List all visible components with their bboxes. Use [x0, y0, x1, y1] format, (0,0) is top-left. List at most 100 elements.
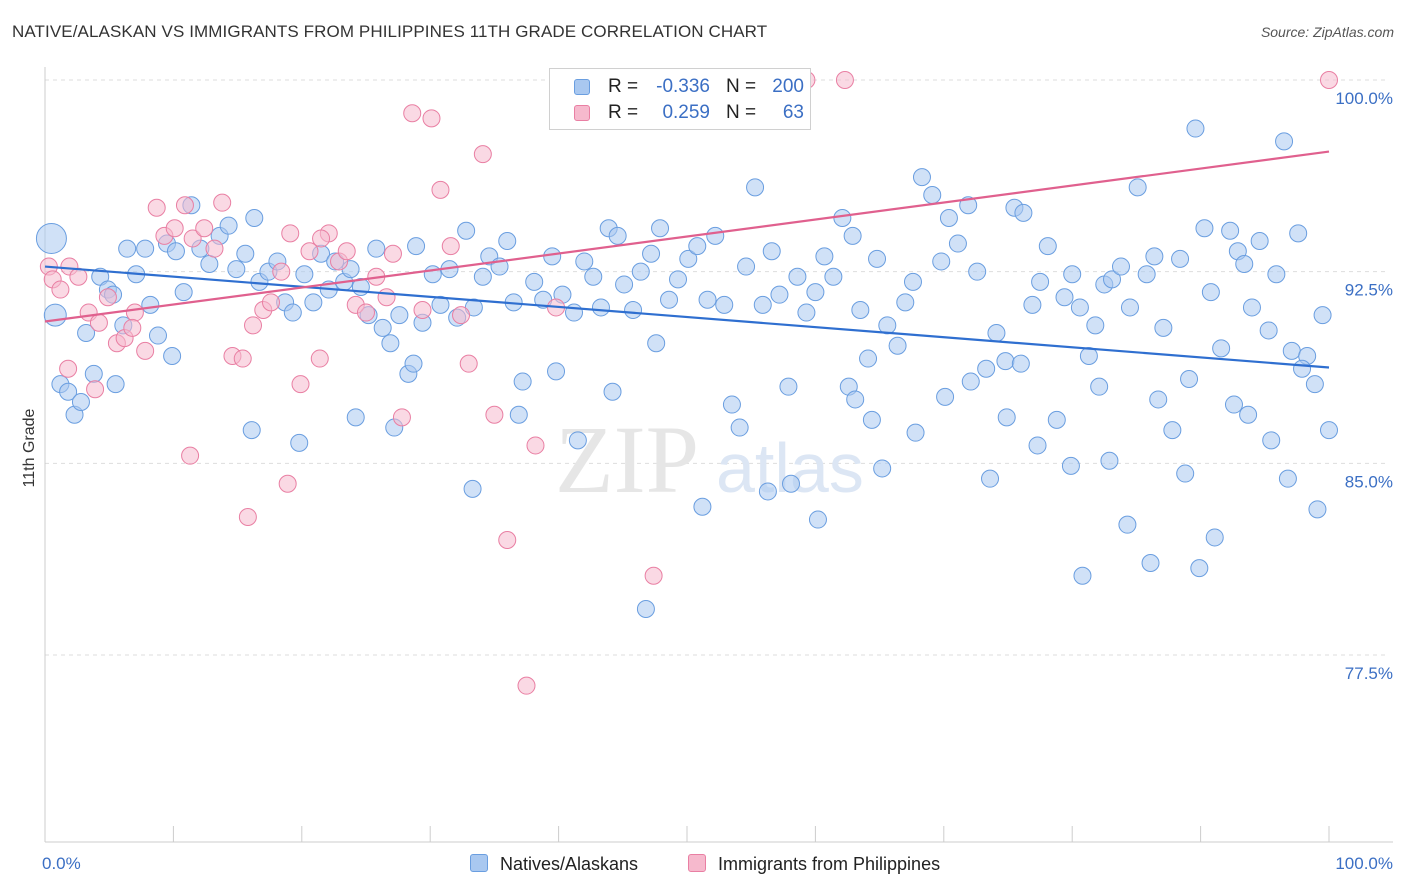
natives-point [1137, 265, 1156, 284]
natives-point [868, 249, 887, 268]
natives-point [498, 232, 517, 250]
natives-point [647, 334, 666, 353]
philippines-point [383, 244, 402, 263]
natives-point [236, 244, 255, 263]
y-tick-label: 92.5% [1345, 281, 1393, 300]
natives-point [730, 418, 749, 437]
natives-point [693, 497, 712, 516]
natives-point [431, 295, 450, 314]
points-layer [35, 71, 1338, 695]
philippines-point [136, 341, 155, 360]
natives-point [1305, 375, 1324, 394]
natives-point [1267, 265, 1286, 284]
natives-point [71, 393, 90, 411]
natives-point [166, 242, 185, 261]
natives-point [923, 186, 942, 204]
natives-point [987, 324, 1006, 342]
natives-point [200, 255, 219, 273]
natives-point [1180, 370, 1199, 388]
natives-point [873, 459, 892, 478]
natives-point [295, 265, 314, 284]
natives-point [651, 219, 670, 238]
natives-point [463, 479, 482, 498]
philippines-point [312, 229, 331, 248]
natives-point [660, 290, 679, 309]
philippines-n-value: 63 [782, 102, 804, 123]
natives-swatch [574, 79, 590, 95]
philippines-point [89, 313, 108, 332]
natives-point [642, 244, 661, 263]
natives-point [906, 423, 925, 442]
natives-point [996, 352, 1015, 371]
natives-point [1212, 339, 1231, 358]
natives-point [851, 301, 870, 319]
natives-r-value: -0.336 [656, 76, 710, 97]
philippines-point [377, 288, 396, 307]
natives-point [242, 421, 261, 440]
natives-n-label: N = [726, 76, 757, 97]
natives-point [981, 469, 1000, 488]
philippines-point [261, 293, 280, 312]
stats-legend-row-natives: R = -0.336 N = 200 [550, 74, 812, 100]
philippines-point [59, 359, 78, 378]
natives-point [367, 239, 386, 258]
natives-point [1090, 377, 1109, 396]
natives-point [936, 387, 955, 406]
natives-point [1259, 321, 1278, 340]
natives-point [547, 362, 566, 381]
natives-point [770, 285, 789, 304]
natives-point [846, 390, 865, 409]
natives-point [888, 336, 907, 355]
philippines-point [413, 301, 432, 319]
natives-point [59, 382, 78, 401]
natives-trend-line [44, 265, 1330, 369]
axis-layer [44, 67, 1393, 843]
natives-point [1014, 203, 1033, 222]
natives-point [722, 395, 741, 414]
natives-point [390, 306, 409, 325]
natives-point [1070, 298, 1089, 317]
philippines-point [485, 405, 504, 424]
natives-point [808, 510, 827, 529]
natives-point [788, 267, 807, 286]
watermark-zip: ZIP [555, 406, 699, 513]
trend-layer [44, 150, 1330, 369]
natives-point [35, 222, 67, 254]
natives-point [706, 226, 725, 245]
natives-point [423, 265, 442, 284]
natives-point [608, 226, 627, 245]
natives-point [1313, 306, 1332, 325]
philippines-point [431, 180, 450, 199]
natives-point [227, 260, 246, 279]
natives-point [624, 301, 643, 319]
natives-point [84, 364, 103, 383]
stats-legend: R = -0.336 N = 200 R = 0.259 N = 63 [549, 68, 811, 130]
watermark-atlas: atlas [716, 429, 864, 507]
philippines-point [422, 109, 441, 128]
natives-point [1086, 316, 1105, 335]
philippines-point [517, 676, 536, 695]
natives-point [615, 275, 634, 294]
natives-point [1250, 232, 1269, 250]
natives-point [148, 326, 167, 345]
natives-point [1308, 500, 1327, 519]
natives-point [932, 252, 951, 271]
natives-point [603, 382, 622, 401]
x-tick-label-max: 100.0% [1335, 854, 1393, 873]
natives-point [509, 405, 528, 424]
philippines-point [147, 198, 166, 217]
philippines-point [357, 303, 375, 322]
natives-point [141, 295, 160, 314]
natives-point [77, 324, 96, 342]
philippines-point [459, 354, 478, 373]
natives-point [1176, 464, 1195, 483]
natives-point [1239, 405, 1258, 424]
philippines-trend-line [44, 150, 1330, 323]
natives-point [977, 359, 996, 378]
natives-point [1047, 410, 1066, 429]
philippines-point [452, 306, 471, 325]
natives-point [174, 283, 193, 302]
natives-point [290, 433, 309, 452]
natives-point [1154, 318, 1173, 337]
